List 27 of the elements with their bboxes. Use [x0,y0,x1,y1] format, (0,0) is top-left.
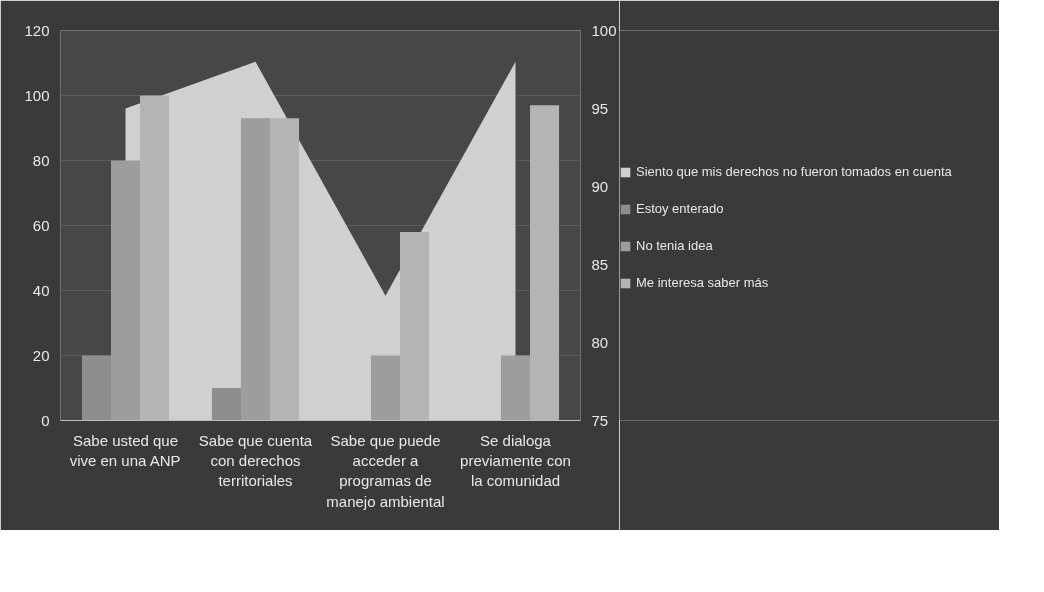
y-tick-label: 20 [32,346,50,364]
y2-tick-label: 95 [591,99,609,117]
legend-label: No tenia idea [636,238,713,253]
bar [211,388,241,421]
x-tick-label: Sabe usted que vive en una ANP [69,431,181,469]
bar [500,355,531,421]
bar [240,118,271,421]
bar [110,160,141,421]
x-tick-label: Sabe que cuenta con derechos territoriales [198,431,313,490]
y2-tick-label: 80 [591,333,609,351]
x-tick-label: Se dialoga previamente con la comunidad [460,431,571,490]
y2-tick-label: 100 [591,21,617,39]
y2-tick-label: 85 [591,255,609,273]
y2-tick-label: 90 [591,177,609,195]
y2-tick-label: 75 [591,411,609,429]
bar [81,355,111,421]
y-tick-label: 0 [41,411,50,429]
y-tick-label: 100 [24,86,50,104]
y-tick-label: 40 [32,281,50,299]
y-tick-label: 120 [24,21,50,39]
legend-label: Estoy enterado [636,201,724,216]
x-tick-label: Sabe que puede acceder a programas de manejo ambiental [326,431,445,510]
bar [370,355,401,421]
legend-label: Me interesa saber más [636,275,769,290]
legend-label: Siento que mis derechos no fueron tomados en cuenta [636,164,952,179]
y-tick-label: 80 [32,151,50,169]
y-tick-label: 60 [32,216,50,234]
